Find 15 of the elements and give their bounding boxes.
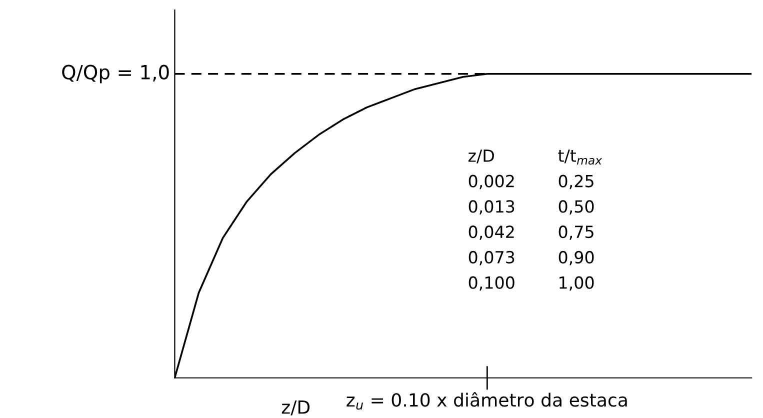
annotation: 0,50	[558, 200, 594, 214]
annotation: 0,042	[468, 226, 514, 240]
annotation: 0,25	[558, 174, 594, 190]
annotation: z/D	[468, 150, 494, 164]
annotation: 0,073	[468, 250, 514, 266]
text: z$_{u}$ = 0.10 x diâmetro da estaca	[346, 392, 627, 410]
annotation: 0,002	[468, 174, 514, 190]
annotation: t/t$_{max}$	[558, 150, 602, 165]
annotation: 0,90	[558, 250, 594, 266]
annotation: 0,75	[558, 226, 594, 240]
annotation: 0,100	[468, 276, 514, 291]
annotation: 1,00	[560, 276, 594, 291]
ref-line-label: Q/Qp = 1,0	[62, 64, 169, 84]
x-axis-title: z/D	[282, 400, 310, 416]
annotation: 0,013	[468, 200, 514, 214]
